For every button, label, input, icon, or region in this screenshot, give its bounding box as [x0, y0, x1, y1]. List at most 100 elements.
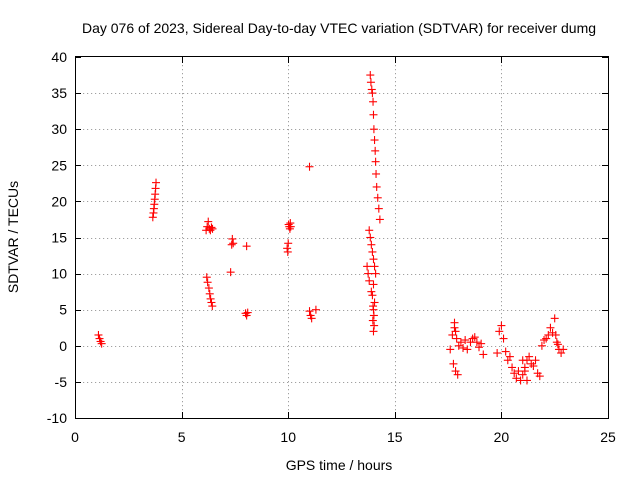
data-point: [542, 334, 551, 343]
data-point: [203, 278, 212, 287]
data-point: [557, 349, 566, 358]
y-tick-label: 5: [59, 302, 67, 318]
y-tick-label: 30: [51, 121, 67, 137]
data-point: [365, 226, 374, 235]
chart-title: Day 076 of 2023, Sidereal Day-to-day VTE…: [82, 20, 596, 36]
x-tick-label: 15: [387, 429, 403, 445]
data-point: [531, 356, 540, 365]
data-point: [368, 247, 377, 256]
data-point: [229, 239, 238, 248]
x-tick-label: 5: [178, 429, 186, 445]
y-tick-label: 10: [51, 266, 67, 282]
data-point: [453, 370, 462, 379]
data-point: [518, 370, 527, 379]
data-point: [472, 338, 481, 347]
x-axis-label: GPS time / hours: [286, 457, 393, 473]
data-point: [286, 222, 295, 231]
data-point: [148, 213, 157, 222]
data-point: [371, 157, 380, 166]
data-point: [307, 314, 316, 323]
data-point: [495, 327, 504, 336]
data-point: [97, 339, 106, 348]
plot-frame: [75, 56, 609, 419]
data-point: [456, 338, 465, 347]
data-point: [520, 367, 529, 376]
data-point: [204, 217, 213, 226]
data-point: [454, 341, 463, 350]
y-tick-label: 20: [51, 193, 67, 209]
x-tick-label: 20: [494, 429, 510, 445]
data-point: [208, 224, 217, 233]
data-point: [305, 162, 314, 171]
data-point: [475, 343, 484, 352]
data-point: [369, 311, 378, 320]
data-point: [505, 352, 514, 361]
data-point: [283, 247, 292, 256]
data-point: [459, 343, 468, 352]
data-point: [370, 136, 379, 145]
data-point: [499, 334, 508, 343]
data-point: [243, 308, 252, 317]
data-point: [461, 336, 470, 345]
data-point: [525, 352, 534, 361]
data-point: [364, 269, 373, 278]
y-tick-label: 0: [59, 338, 67, 354]
data-point: [369, 255, 378, 264]
data-point: [529, 362, 538, 371]
data-point: [446, 345, 455, 354]
data-point: [207, 298, 216, 307]
data-point: [305, 307, 314, 316]
data-point: [368, 291, 377, 300]
y-tick-label: 35: [51, 85, 67, 101]
x-tick-label: 25: [600, 429, 616, 445]
data-point: [546, 323, 555, 332]
data-point: [468, 334, 477, 343]
data-point: [369, 97, 378, 106]
data-point: [284, 239, 293, 248]
axis-ticks: 0 5 10 15 20 25 -10 -5 0 5 10 15 20 25 30 35 40: [47, 49, 616, 445]
data-point: [503, 356, 512, 365]
data-point: [369, 280, 378, 289]
grid: [75, 57, 608, 418]
data-point: [551, 330, 560, 339]
data-point: [544, 330, 553, 339]
data-point: [366, 71, 375, 80]
data-point: [226, 268, 235, 277]
data-point: [227, 240, 236, 249]
data-point: [94, 330, 103, 339]
data-point: [512, 374, 521, 383]
data-point: [365, 276, 374, 285]
data-point: [450, 318, 459, 327]
x-tick-label: 10: [280, 429, 296, 445]
y-tick-label: 25: [51, 157, 67, 173]
data-point: [366, 233, 375, 242]
data-point: [518, 356, 527, 365]
y-axis-label: SDTVAR / TECUs: [5, 181, 21, 293]
data-point: [372, 182, 381, 191]
data-point: [371, 269, 380, 278]
data-point: [535, 372, 544, 381]
data-point: [375, 215, 384, 224]
data-point: [369, 125, 378, 134]
data-point: [204, 284, 213, 293]
data-point: [371, 146, 380, 155]
data-point: [366, 78, 375, 87]
y-tick-label: 15: [51, 230, 67, 246]
data-point: [452, 334, 461, 343]
data-point: [367, 240, 376, 249]
data-point: [497, 321, 506, 330]
data-points: [94, 71, 568, 385]
data-point: [537, 341, 546, 350]
data-point: [241, 309, 250, 318]
data-point: [463, 345, 472, 354]
data-point: [285, 224, 294, 233]
data-point: [152, 178, 161, 187]
data-point: [451, 367, 460, 376]
data-point: [540, 336, 549, 345]
data-point: [479, 350, 488, 359]
data-point: [207, 223, 216, 232]
y-tick-label: -10: [47, 410, 67, 426]
data-point: [369, 110, 378, 119]
data-point: [283, 244, 292, 253]
